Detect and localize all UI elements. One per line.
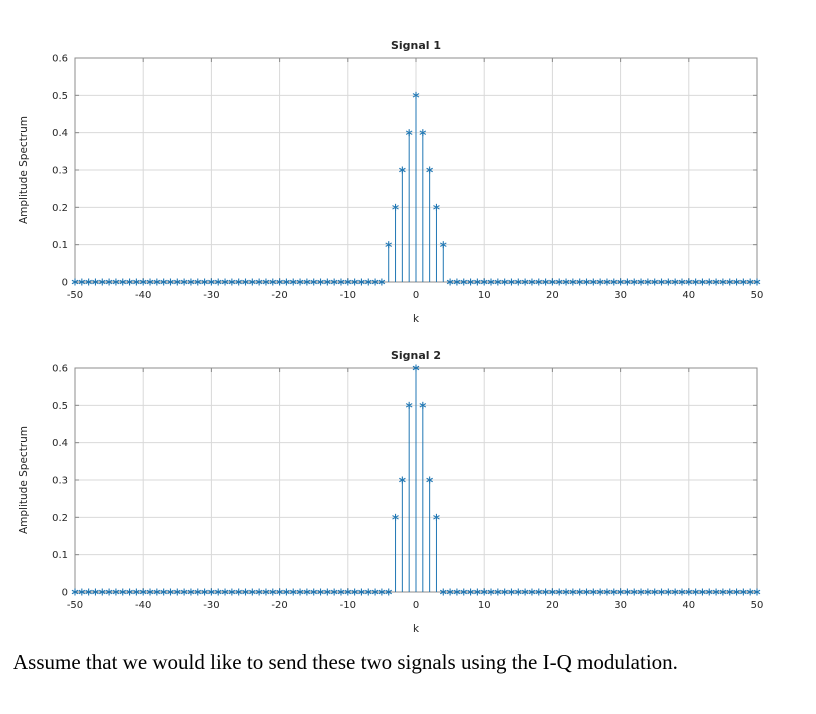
svg-text:-10: -10 (340, 290, 356, 301)
svg-text:10: 10 (478, 600, 491, 611)
svg-text:0: 0 (62, 588, 68, 599)
svg-text:0.5: 0.5 (52, 91, 68, 102)
svg-text:Signal 1: Signal 1 (391, 39, 441, 52)
svg-text:0.2: 0.2 (52, 513, 68, 524)
svg-text:20: 20 (546, 600, 559, 611)
svg-text:Amplitude Spectrum: Amplitude Spectrum (18, 116, 30, 224)
signal-2-stem-plot: -50 -40 -30 -20 -10 0 10 20 30 40 50 0 0.1 0.2 0.3 0.4 0… (18, 349, 764, 635)
svg-text:0: 0 (413, 290, 419, 301)
svg-text:0: 0 (413, 600, 419, 611)
signal-1-stem-plot: -50 -40 -30 -20 -10 0 10 20 30 40 50 0 0.1 0.2 0.3 0.4 0… (18, 39, 764, 325)
svg-text:20: 20 (546, 290, 559, 301)
svg-text:-50: -50 (67, 600, 83, 611)
svg-text:0.1: 0.1 (52, 550, 68, 561)
svg-text:30: 30 (614, 600, 627, 611)
svg-text:0.3: 0.3 (52, 476, 68, 487)
svg-text:0.6: 0.6 (52, 364, 68, 375)
svg-text:0.3: 0.3 (52, 166, 68, 177)
svg-text:0.2: 0.2 (52, 203, 68, 214)
svg-text:-50: -50 (67, 290, 83, 301)
svg-text:0.5: 0.5 (52, 401, 68, 412)
signal-2-figure: -50 -40 -30 -20 -10 0 10 20 30 40 50 0 0.1 0.2 0.3 0.4 0… (0, 330, 816, 640)
svg-text:k: k (413, 313, 420, 325)
svg-text:Signal 2: Signal 2 (391, 349, 441, 362)
svg-text:0.4: 0.4 (52, 128, 68, 139)
svg-text:40: 40 (682, 290, 695, 301)
svg-text:-30: -30 (203, 600, 219, 611)
svg-text:50: 50 (751, 290, 764, 301)
svg-text:-20: -20 (271, 290, 287, 301)
svg-text:-30: -30 (203, 290, 219, 301)
svg-text:0.1: 0.1 (52, 240, 68, 251)
svg-text:0: 0 (62, 278, 68, 289)
svg-text:30: 30 (614, 290, 627, 301)
svg-text:40: 40 (682, 600, 695, 611)
svg-text:-10: -10 (340, 600, 356, 611)
signal-1-figure: -50 -40 -30 -20 -10 0 10 20 30 40 50 0 0.1 0.2 0.3 0.4 0… (0, 20, 816, 330)
svg-text:0.6: 0.6 (52, 54, 68, 65)
svg-text:-40: -40 (135, 290, 151, 301)
svg-text:k: k (413, 623, 420, 635)
svg-text:0.4: 0.4 (52, 438, 68, 449)
caption-text: Assume that we would like to send these … (13, 650, 678, 674)
svg-text:50: 50 (751, 600, 764, 611)
svg-text:Amplitude Spectrum: Amplitude Spectrum (18, 426, 30, 534)
svg-text:10: 10 (478, 290, 491, 301)
svg-text:-20: -20 (271, 600, 287, 611)
svg-text:-40: -40 (135, 600, 151, 611)
